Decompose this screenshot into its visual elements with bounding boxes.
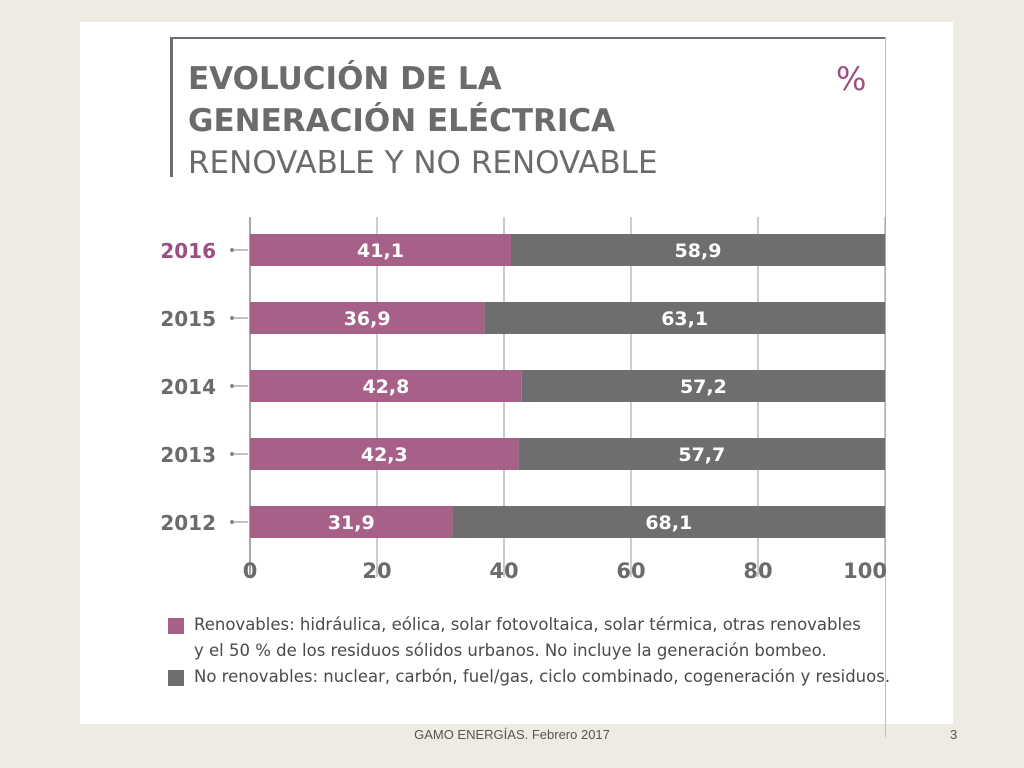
bar-segment [250, 370, 522, 402]
data-label: 42,3 [361, 444, 408, 466]
bar-segment [250, 302, 485, 334]
category-connector-dot [230, 520, 234, 524]
data-label: 63,1 [661, 308, 708, 330]
legend-item-renewable: Renovables: hidráulica, eólica, solar fo… [168, 612, 888, 664]
chart-title: EVOLUCIÓN DE LA GENERACIÓN ELÉCTRICA REN… [188, 58, 658, 184]
page-number: 3 [950, 727, 958, 742]
category-label: 2014 [160, 375, 216, 399]
category-label: 2016 [160, 239, 216, 263]
data-label: 31,9 [328, 512, 375, 534]
x-tick-label: 40 [489, 559, 518, 583]
slide-footer: GAMO ENERGÍAS. Febrero 2017 [414, 727, 610, 742]
data-label: 58,9 [675, 240, 722, 262]
legend-swatch-renewable [168, 618, 184, 634]
x-tick-label: 20 [362, 559, 391, 583]
bar-segment [250, 506, 453, 538]
x-tick-label: 100 [843, 559, 887, 583]
x-tick-label: 0 [243, 559, 258, 583]
bar-segment [510, 234, 885, 266]
stacked-bar-chart: 0 20 40 60 80 100 41,1 58,9 2016 36,9 63,1 2015 42,8… [160, 217, 887, 583]
category-connector-dot [230, 248, 234, 252]
unit-label: % [836, 60, 867, 98]
frame-left-border [170, 37, 173, 177]
legend-text-renewable-2: y el 50 % de los residuos sólidos urbano… [194, 641, 827, 660]
bar-segment [250, 234, 511, 266]
bar-segment [521, 370, 885, 402]
bar-segment [484, 302, 885, 334]
legend-text-renewable-1: Renovables: hidráulica, eólica, solar fo… [194, 615, 861, 634]
data-label: 57,2 [680, 376, 727, 398]
x-tick-label: 60 [616, 559, 645, 583]
category-connector-dot [230, 452, 234, 456]
category-connector-dot [230, 316, 234, 320]
data-label: 42,8 [362, 376, 409, 398]
chart-legend: Renovables: hidráulica, eólica, solar fo… [168, 612, 891, 690]
bar-segment [250, 438, 519, 470]
frame-top-border [170, 37, 885, 39]
data-label: 41,1 [357, 240, 404, 262]
category-label: 2013 [160, 443, 216, 467]
category-label: 2015 [160, 307, 216, 331]
legend-text-non-renewable: No renovables: nuclear, carbón, fuel/gas… [194, 667, 891, 686]
chart-title-text: EVOLUCIÓN DE LA GENERACIÓN ELÉCTRICA [188, 61, 616, 139]
bar-segment [518, 438, 885, 470]
category-label: 2012 [160, 511, 216, 535]
legend-item-non-renewable: No renovables: nuclear, carbón, fuel/gas… [168, 664, 891, 690]
data-label: 36,9 [344, 308, 391, 330]
category-connector-dot [230, 384, 234, 388]
legend-swatch-non-renewable [168, 670, 184, 686]
x-tick-label: 80 [743, 559, 772, 583]
data-label: 68,1 [645, 512, 692, 534]
bar-segment [452, 506, 885, 538]
data-label: 57,7 [678, 444, 725, 466]
chart-subtitle: RENOVABLE Y NO RENOVABLE [188, 145, 658, 181]
